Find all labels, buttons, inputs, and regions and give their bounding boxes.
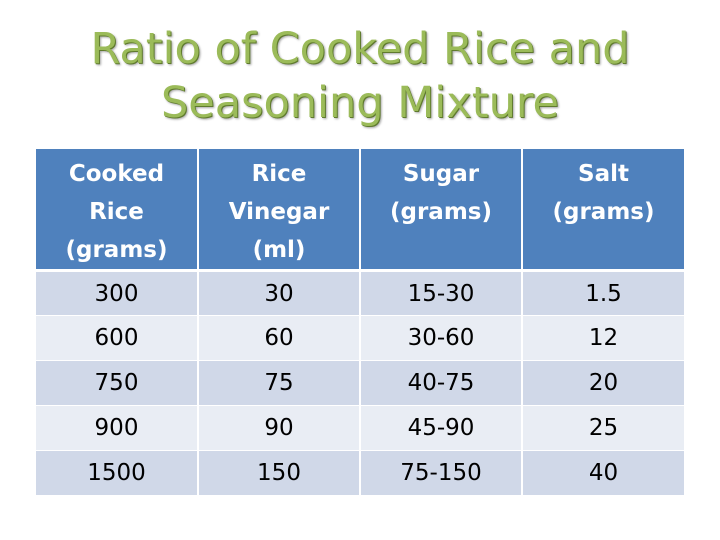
header-sugar: Sugar (grams) — [360, 149, 523, 272]
cell-cooked-rice: 600 — [36, 315, 199, 361]
table-row: 750 75 40-75 20 — [36, 360, 684, 406]
header-line: Rice — [251, 161, 307, 187]
cell-cooked-rice: 1500 — [36, 450, 199, 496]
header-line: Rice — [89, 199, 144, 225]
cell-sugar: 40-75 — [360, 360, 523, 406]
table-row: 900 90 45-90 25 — [36, 405, 684, 451]
header-salt: Salt (grams) — [522, 149, 684, 272]
cell-salt: 12 — [522, 315, 684, 361]
cell-cooked-rice: 750 — [36, 360, 199, 406]
cell-rice-vinegar: 150 — [198, 450, 361, 496]
header-line: (grams) — [65, 237, 168, 263]
header-line: (grams) — [552, 199, 655, 225]
cell-rice-vinegar: 60 — [198, 315, 361, 361]
cell-sugar: 15-30 — [360, 270, 523, 316]
header-line: Cooked — [68, 161, 165, 187]
cell-salt: 20 — [522, 360, 684, 406]
cell-cooked-rice: 900 — [36, 405, 199, 451]
header-cooked-rice: Cooked Rice (grams) — [36, 149, 199, 272]
slide-title: Ratio of Cooked Rice and Seasoning Mixtu… — [0, 22, 720, 130]
cell-sugar: 45-90 — [360, 405, 523, 451]
cell-salt: 40 — [522, 450, 684, 496]
header-rice-vinegar: Rice Vinegar (ml) — [198, 149, 361, 272]
table-row: 1500 150 75-150 40 — [36, 450, 684, 496]
ratio-table: Cooked Rice (grams) Rice Vinegar (ml) Su… — [36, 149, 684, 496]
cell-rice-vinegar: 75 — [198, 360, 361, 406]
title-line-1: Ratio of Cooked Rice and — [90, 24, 630, 74]
title-line-2: Seasoning Mixture — [160, 78, 560, 128]
cell-sugar: 30-60 — [360, 315, 523, 361]
header-line: (ml) — [252, 237, 306, 263]
header-line: (grams) — [389, 199, 492, 225]
header-line: Vinegar — [228, 199, 330, 225]
header-row: Cooked Rice (grams) Rice Vinegar (ml) Su… — [36, 149, 684, 272]
table-row: 600 60 30-60 12 — [36, 315, 684, 361]
table-row: 300 30 15-30 1.5 — [36, 270, 684, 316]
cell-sugar: 75-150 — [360, 450, 523, 496]
cell-rice-vinegar: 30 — [198, 270, 361, 316]
header-line: Salt — [578, 161, 629, 187]
cell-rice-vinegar: 90 — [198, 405, 361, 451]
cell-salt: 25 — [522, 405, 684, 451]
cell-cooked-rice: 300 — [36, 270, 199, 316]
header-line: Sugar — [402, 161, 480, 187]
cell-salt: 1.5 — [522, 270, 684, 316]
